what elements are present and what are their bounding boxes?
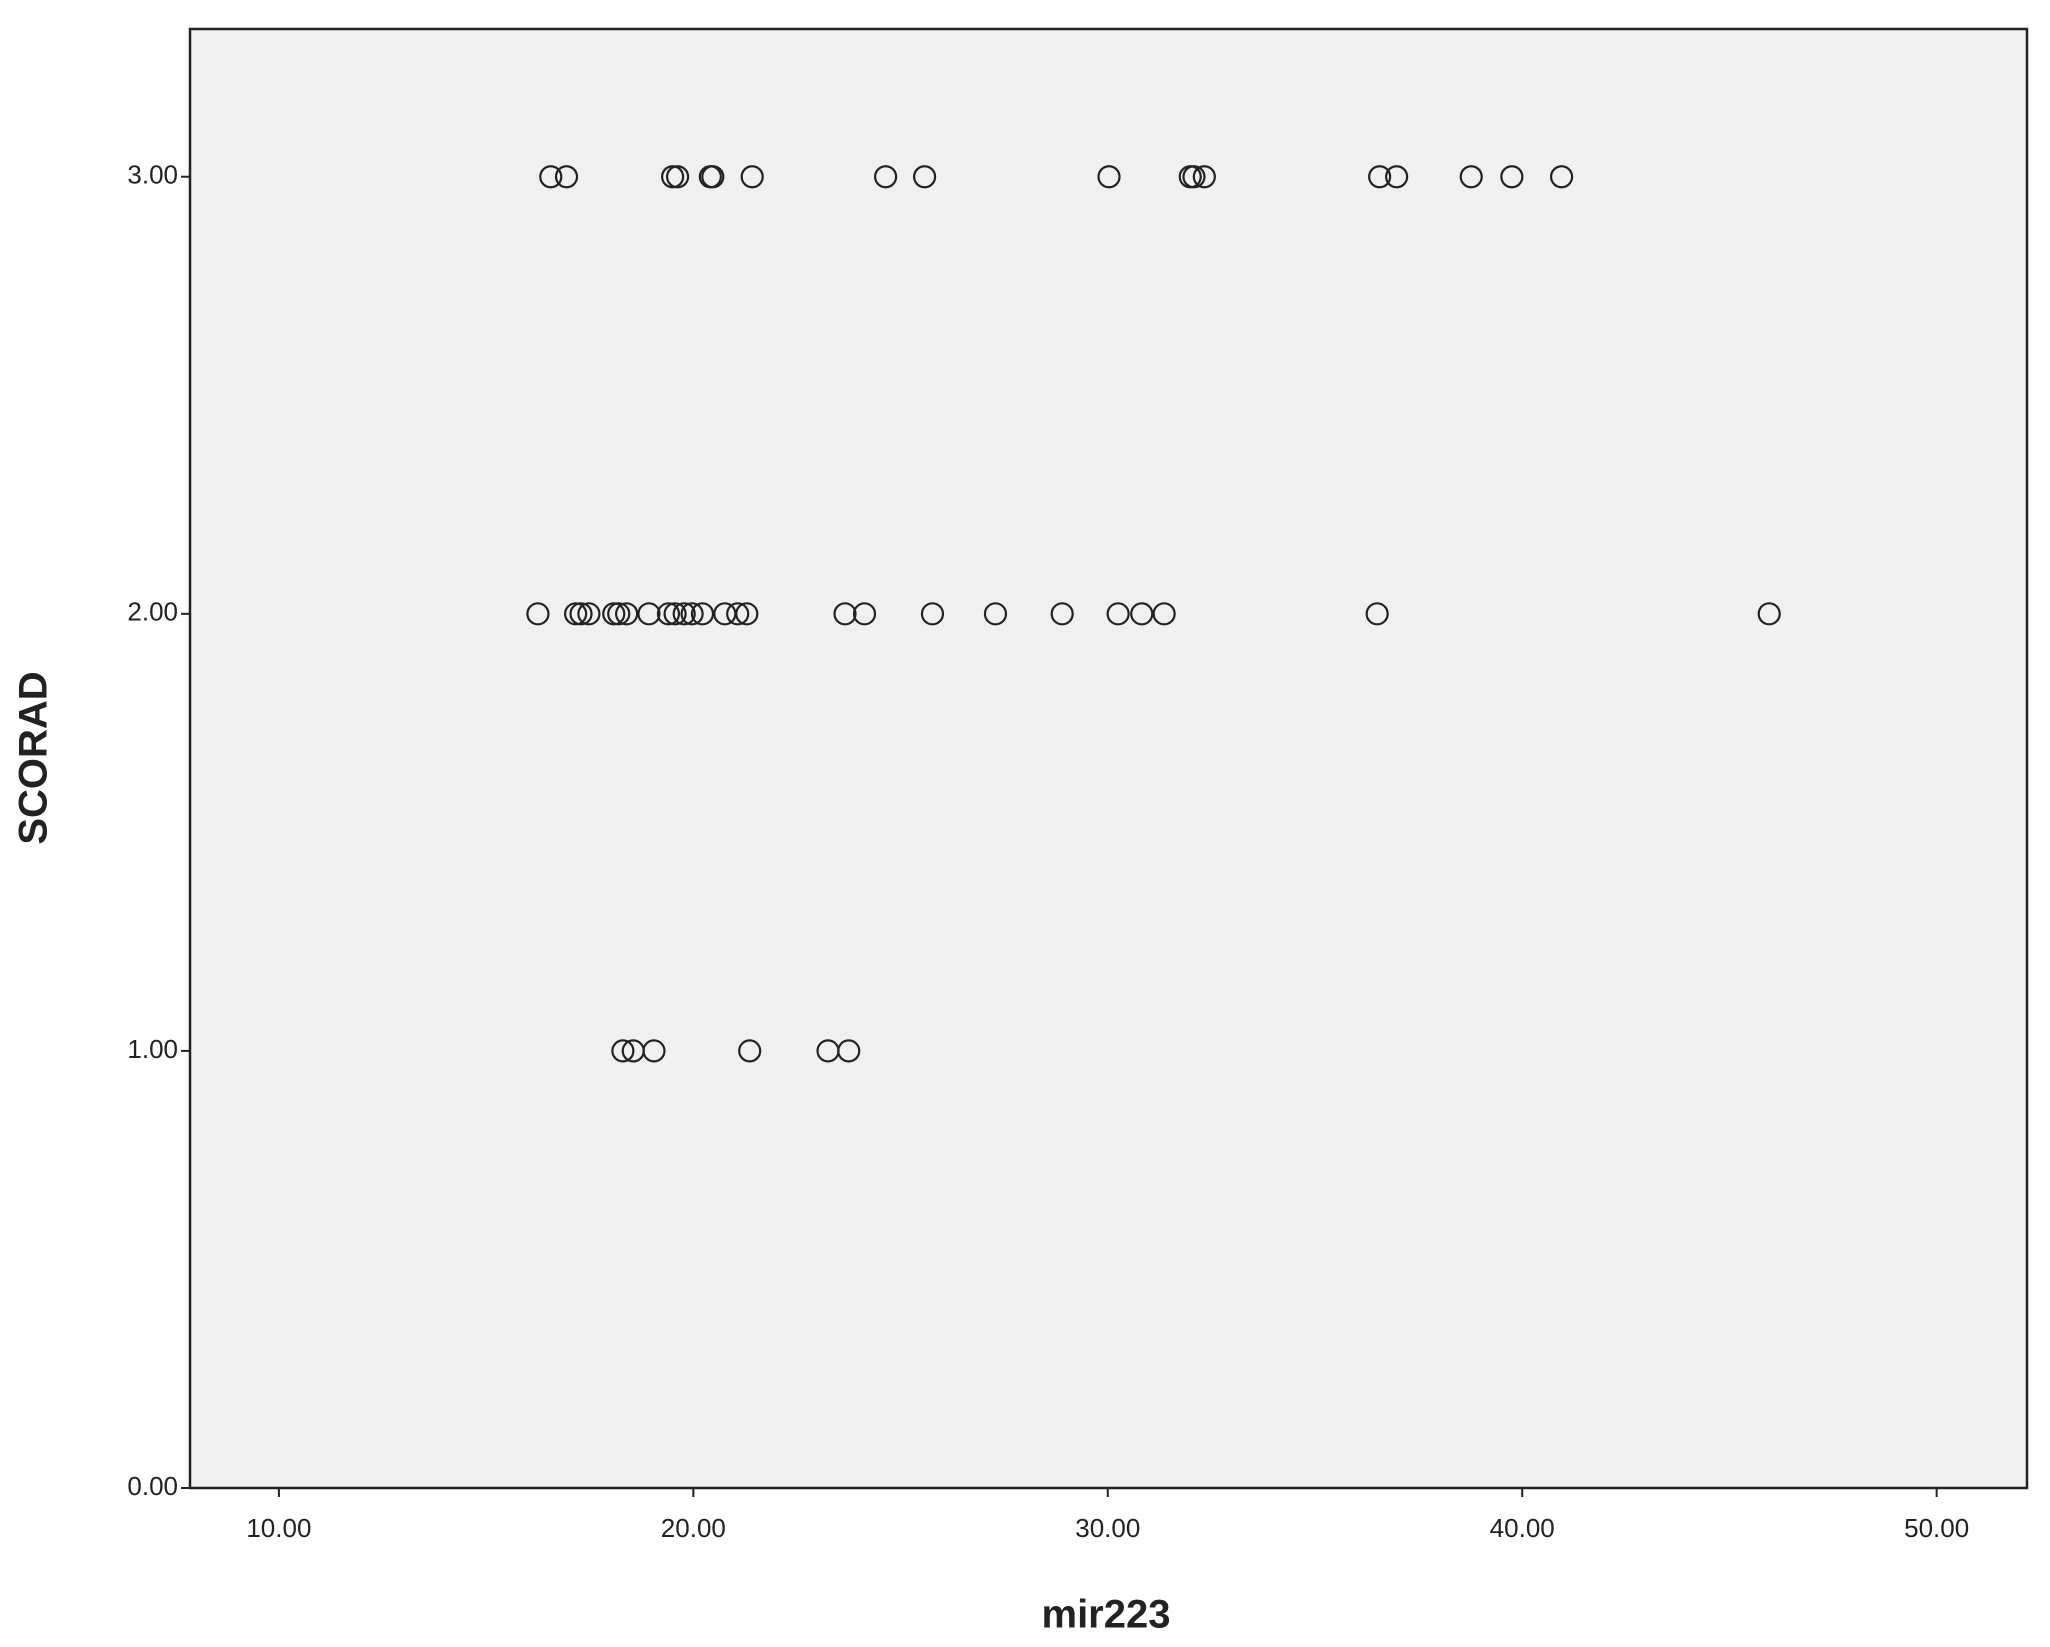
point: [637, 602, 661, 626]
y-axis-title: SCORAD: [12, 671, 56, 844]
point: [569, 602, 593, 626]
point: [983, 602, 1008, 626]
point: [680, 602, 704, 626]
point: [1182, 165, 1206, 189]
point: [740, 165, 764, 189]
point: [874, 165, 898, 189]
x-tick-label: 10.00: [246, 1513, 311, 1543]
point: [665, 165, 690, 189]
point: [1152, 602, 1176, 626]
point: [726, 602, 750, 626]
point: [735, 602, 759, 626]
point: [526, 602, 550, 626]
y-tick-label: 0.00: [127, 1471, 178, 1501]
point: [1549, 165, 1574, 189]
x-tick-label: 50.00: [1904, 1513, 1969, 1543]
point: [663, 602, 687, 626]
point: [656, 602, 681, 626]
point: [1130, 602, 1154, 626]
point: [690, 602, 715, 626]
y-tick-label: 1.00: [127, 1034, 178, 1064]
point: [1368, 165, 1392, 189]
point: [738, 1039, 762, 1063]
point: [615, 602, 639, 626]
point: [577, 602, 601, 626]
x-tick-label: 40.00: [1490, 1513, 1555, 1543]
point: [1192, 165, 1216, 189]
point: [661, 165, 685, 189]
point: [912, 165, 937, 189]
plot-area: [188, 27, 2029, 1490]
x-tick-label: 30.00: [1075, 1513, 1140, 1543]
point: [1757, 602, 1781, 626]
y-tick-label: 3.00: [127, 160, 178, 190]
point: [607, 602, 631, 626]
point: [1050, 602, 1074, 626]
point: [564, 602, 588, 626]
point: [554, 165, 579, 189]
x-tick-label: 20.00: [661, 1513, 726, 1543]
point: [1106, 602, 1130, 626]
point: [1500, 165, 1524, 189]
point: [852, 602, 877, 626]
point: [837, 1039, 861, 1063]
point: [611, 1039, 635, 1063]
point: [1365, 602, 1389, 626]
point: [602, 602, 626, 626]
point: [1385, 165, 1409, 189]
point: [701, 165, 725, 189]
point: [1459, 165, 1483, 189]
point: [920, 602, 945, 626]
point: [642, 1039, 666, 1063]
y-tick-label: 2.00: [127, 597, 178, 627]
point: [1097, 165, 1121, 189]
point: [833, 602, 857, 626]
point: [672, 602, 696, 626]
point: [539, 165, 563, 189]
x-axis-title: mir223: [1042, 1593, 1171, 1637]
